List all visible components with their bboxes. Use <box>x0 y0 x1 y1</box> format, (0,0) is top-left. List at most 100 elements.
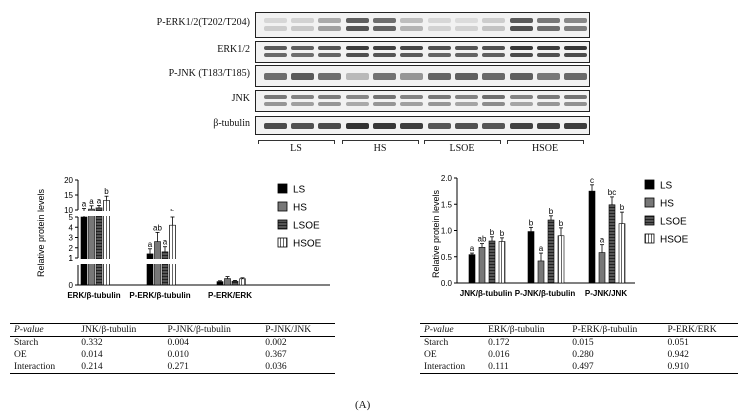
y-tick-label: 1 <box>69 254 74 263</box>
table-cell: OE <box>14 350 27 360</box>
blot-strip <box>255 12 590 38</box>
blot-band <box>428 102 451 106</box>
blot-band <box>510 102 533 106</box>
blot-band <box>346 46 369 50</box>
bar <box>80 216 88 286</box>
table-cell: Interaction <box>424 362 466 372</box>
blot-band <box>564 102 587 106</box>
blot-band <box>264 18 287 23</box>
blot-band <box>264 53 287 57</box>
significance-letter: a <box>600 236 605 245</box>
blot-band <box>318 95 341 99</box>
blot-group-tick <box>418 140 419 144</box>
x-tick-label: P-ERK/ERK <box>208 291 252 300</box>
blot-band <box>291 123 314 129</box>
blot-band <box>400 73 423 80</box>
blot-group-bracket <box>507 140 583 141</box>
table-cell: 0.942 <box>667 350 689 360</box>
blot-band <box>400 46 423 50</box>
blot-group-label: LS <box>290 143 302 154</box>
legend-label: HSOE <box>293 239 322 250</box>
blot-band <box>482 18 505 23</box>
blot-band <box>510 123 533 129</box>
blot-band <box>318 53 341 57</box>
blot-band <box>346 18 369 23</box>
table-cell: 0.332 <box>81 338 103 348</box>
blot-band <box>564 73 587 80</box>
table-cell: 0.271 <box>167 362 189 372</box>
table-header: ERK/β-tubulin <box>488 325 545 335</box>
bar <box>231 280 239 286</box>
bar <box>588 190 596 284</box>
bar <box>161 251 169 286</box>
axis-break-gap <box>79 259 279 264</box>
blot-band <box>537 95 560 99</box>
x-tick-label: P-JNK/β-tubulin <box>515 289 576 298</box>
x-tick-label: P-JNK/JNK <box>585 289 627 298</box>
blot-row-label: JNK <box>231 93 250 104</box>
legend-swatch <box>277 237 288 248</box>
blot-band <box>455 73 478 80</box>
blot-row-label: ERK1/2 <box>217 44 250 55</box>
blot-band <box>264 26 287 31</box>
blot-band <box>537 102 560 106</box>
blot-band <box>428 95 451 99</box>
table-cell: 0.280 <box>572 350 594 360</box>
y-tick-label: 0.0 <box>441 279 453 288</box>
significance-letter: a <box>163 238 168 247</box>
bar <box>488 240 496 284</box>
y-tick-label: 1.0 <box>441 227 453 236</box>
bar <box>224 278 231 286</box>
table-cell: 0.010 <box>167 350 189 360</box>
blot-band <box>373 46 396 50</box>
table-cell: Starch <box>424 338 449 348</box>
blot-band <box>510 53 533 57</box>
y-tick-label: 0.5 <box>441 253 453 262</box>
y-tick-label: 5 <box>69 213 74 222</box>
bar <box>146 253 154 286</box>
blot-band <box>537 73 560 80</box>
table-header-row: P-value ERK/β-tubulin P-ERK/β-tubulin P-… <box>420 323 738 337</box>
legend-label: LS <box>660 181 673 192</box>
legend-swatch <box>277 201 288 212</box>
blot-band <box>291 26 314 31</box>
blot-band <box>482 123 505 129</box>
blot-band <box>318 26 341 31</box>
table-row: OE 0.014 0.010 0.367 <box>10 349 335 361</box>
legend-swatch <box>644 233 655 244</box>
legend-label: HS <box>660 199 674 210</box>
significance-letter: a <box>148 240 153 249</box>
x-tick-label: JNK/β-tubulin <box>460 289 513 298</box>
blot-band <box>400 123 423 129</box>
pvalue-table-right: P-value ERK/β-tubulin P-ERK/β-tubulin P-… <box>420 323 738 374</box>
blot-row-label: β-tubulin <box>213 117 250 129</box>
blot-band <box>346 53 369 57</box>
blot-band <box>264 102 287 106</box>
blot-band <box>264 123 287 129</box>
table-cell: 0.015 <box>572 338 594 348</box>
table-cell: 0.016 <box>488 350 510 360</box>
blot-band <box>400 53 423 57</box>
table-cell: 0.214 <box>81 362 103 372</box>
bar <box>95 207 103 286</box>
blot-band <box>428 18 451 23</box>
y-tick-label: 4 <box>69 223 74 232</box>
blot-group-label: HSOE <box>531 143 559 154</box>
significance-letter: b <box>104 187 109 196</box>
table-cell: 0.497 <box>572 362 594 372</box>
significance-letter: bc <box>608 188 616 197</box>
table-cell: 0.111 <box>488 362 509 372</box>
table-header: JNK/β-tubulin <box>81 325 137 335</box>
blot-band <box>510 95 533 99</box>
blot-band <box>400 102 423 106</box>
blot-strip <box>255 65 590 87</box>
x-tick-label: ERK/β-tubulin <box>67 291 120 300</box>
blot-group-bracket <box>258 140 334 141</box>
table-cell: 0.002 <box>265 338 287 348</box>
blot-band <box>482 26 505 31</box>
table-cell: 0.051 <box>667 338 689 348</box>
figure-label: (A) <box>355 399 371 411</box>
significance-letter: b <box>559 219 564 228</box>
legend-swatch <box>277 219 288 230</box>
legend-label: HS <box>293 203 307 214</box>
